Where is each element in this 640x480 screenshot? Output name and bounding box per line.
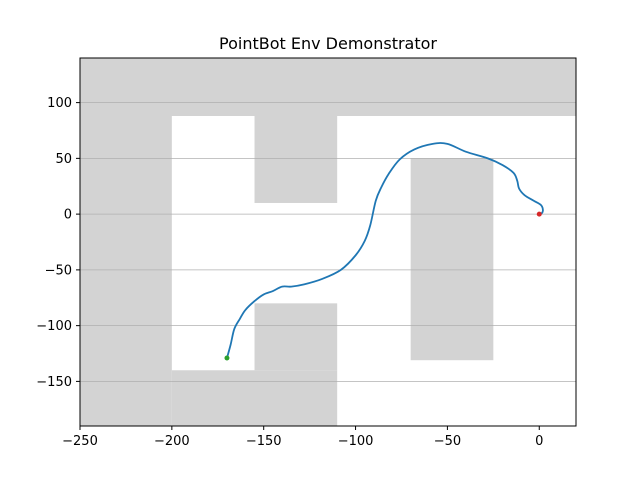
chart-title: PointBot Env Demonstrator [219, 34, 437, 53]
markers-layer [224, 211, 542, 361]
x-tick-label: −100 [338, 434, 374, 449]
obstacle-6 [410, 158, 494, 361]
x-tick-label: 0 [535, 434, 543, 449]
y-tick-label: −50 [45, 263, 72, 278]
x-tick-label: −150 [246, 434, 282, 449]
x-tick-label: −50 [434, 434, 461, 449]
x-axis-ticks: −250 −200 −150 −100 −50 0 [62, 426, 543, 449]
y-tick-label: −100 [36, 319, 72, 334]
obstacle-5 [254, 115, 338, 203]
obstacle-2 [80, 115, 172, 426]
x-tick-label: −250 [62, 434, 98, 449]
obstacle-1 [80, 58, 576, 116]
grid-layer [80, 102, 576, 382]
y-tick-label: 0 [64, 208, 72, 223]
y-axis-ticks: −150 −100 −50 0 50 100 [36, 96, 80, 390]
obstacle-3 [171, 370, 338, 426]
y-tick-label: 50 [55, 152, 72, 167]
trajectory-line [226, 142, 544, 359]
y-tick-label: 100 [47, 96, 72, 111]
obstacle-4 [254, 303, 338, 371]
plot-frame [79, 57, 577, 427]
x-tick-label: −200 [154, 434, 190, 449]
obstacles-layer [80, 58, 576, 426]
start-point-marker [536, 211, 542, 217]
end-point-marker [224, 355, 230, 361]
series-layer [226, 142, 544, 359]
y-tick-label: −150 [36, 375, 72, 390]
